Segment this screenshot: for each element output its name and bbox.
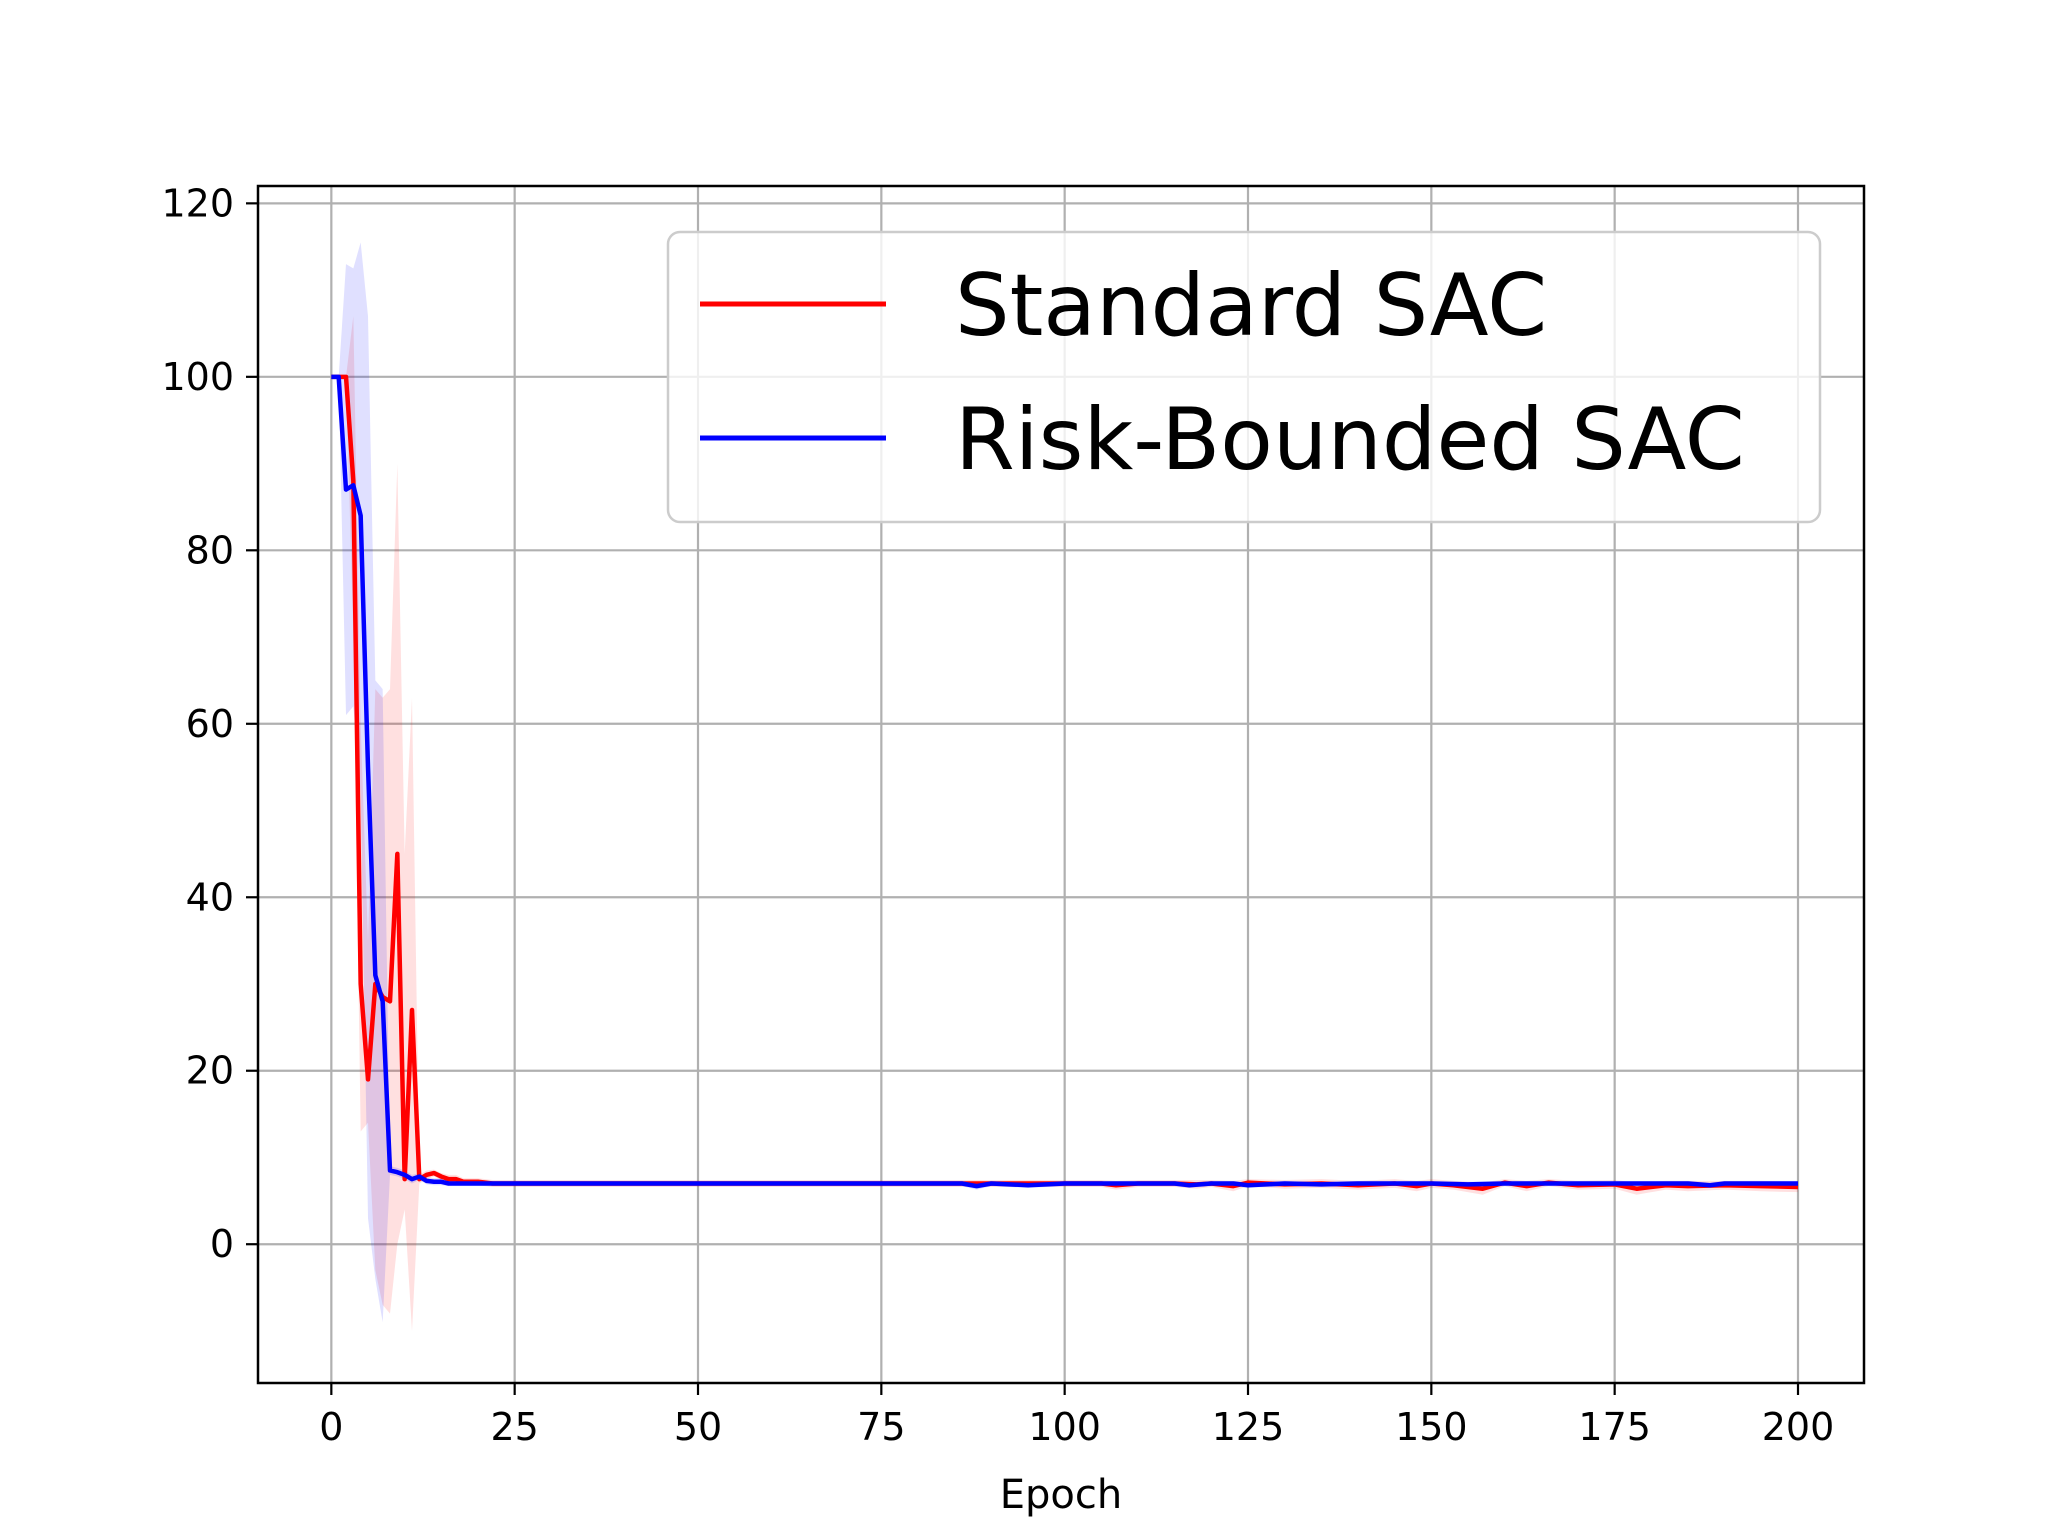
legend-label-risk-bounded-sac: Risk-Bounded SAC: [955, 390, 1745, 490]
x-tick-label: 50: [674, 1405, 722, 1449]
x-axis-ticks: 0 25 50 75 100 125 150 175 200: [319, 1383, 1834, 1449]
x-tick-label: 200: [1762, 1405, 1835, 1449]
y-tick-label: 120: [161, 181, 234, 225]
legend: Standard SAC Risk-Bounded SAC: [666, 230, 1822, 524]
y-tick-label: 0: [210, 1222, 234, 1266]
y-tick-label: 60: [186, 702, 234, 746]
y-tick-label: 80: [186, 528, 234, 572]
legend-label-standard-sac: Standard SAC: [955, 256, 1547, 356]
y-tick-label: 100: [161, 355, 234, 399]
x-tick-label: 150: [1395, 1405, 1468, 1449]
legend-box: [666, 230, 1822, 524]
x-tick-label: 175: [1578, 1405, 1651, 1449]
x-tick-label: 0: [319, 1405, 343, 1449]
plot-area-frame: [256, 184, 1866, 1385]
x-tick-label: 100: [1028, 1405, 1101, 1449]
y-tick-label: 20: [186, 1049, 234, 1093]
x-tick-label: 125: [1212, 1405, 1285, 1449]
x-axis-title: Epoch: [1000, 1472, 1122, 1518]
x-tick-label: 75: [857, 1405, 905, 1449]
series-lines: [331, 374, 1799, 1191]
x-tick-label: 25: [490, 1405, 538, 1449]
y-tick-label: 40: [186, 875, 234, 919]
y-axis-ticks: 0 20 40 60 80 100 120: [161, 181, 258, 1266]
line-risk-bounded-sac: [331, 374, 1798, 1189]
